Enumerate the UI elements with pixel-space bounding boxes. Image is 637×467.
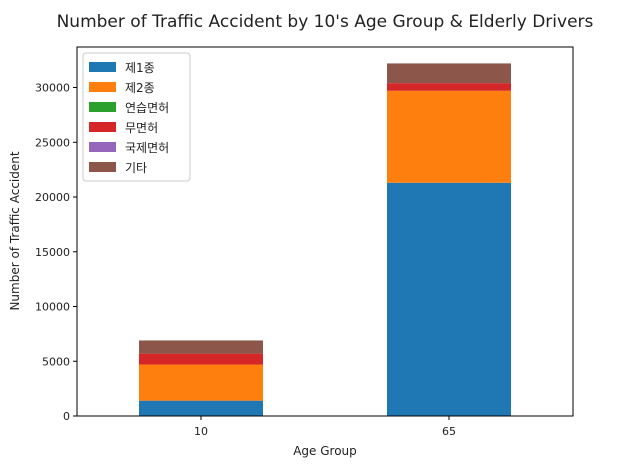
bar-segment-65-series-5 <box>387 63 511 84</box>
bar-segment-10-series-1 <box>139 364 263 401</box>
legend-label: 연습면허 <box>125 101 169 115</box>
y-tick-label: 10000 <box>35 301 70 314</box>
bar-segment-10-series-3 <box>139 353 263 365</box>
legend-swatch <box>89 142 116 152</box>
legend-label: 기타 <box>125 161 147 175</box>
legend-label: 무면허 <box>125 121 158 135</box>
legend-swatch <box>89 122 116 132</box>
legend-swatch <box>89 102 116 112</box>
y-tick-label: 0 <box>63 410 70 423</box>
legend-swatch <box>89 62 116 72</box>
plot-frame <box>76 46 574 417</box>
bar-segment-10-series-0 <box>139 400 263 416</box>
legend-swatch <box>89 162 116 172</box>
legend-label: 제1종 <box>125 61 155 75</box>
bar-segment-10-series-5 <box>139 340 263 354</box>
bar-segment-65-series-0 <box>387 182 511 416</box>
legend-swatch <box>89 82 116 92</box>
y-tick-label: 5000 <box>42 355 70 368</box>
y-axis-ticks: 0 5000 10000 15000 20000 25000 30000 <box>35 82 77 423</box>
y-tick-label: 15000 <box>35 246 70 259</box>
x-tick-label: 65 <box>442 425 456 438</box>
legend-label: 제2종 <box>125 81 155 95</box>
y-axis-label: Number of Traffic Accident <box>8 151 22 310</box>
x-tick-label: 10 <box>194 425 208 438</box>
bars-group <box>139 63 511 416</box>
bar-segment-65-series-3 <box>387 83 511 91</box>
y-tick-label: 20000 <box>35 191 70 204</box>
chart-title: Number of Traffic Accident by 10's Age G… <box>57 12 594 32</box>
legend-label: 국제면허 <box>125 141 169 155</box>
y-tick-label: 30000 <box>35 82 70 95</box>
x-axis-ticks: 10 65 <box>194 416 456 438</box>
y-tick-label: 25000 <box>35 136 70 149</box>
x-axis-label: Age Group <box>293 444 357 458</box>
bar-segment-65-series-1 <box>387 90 511 183</box>
